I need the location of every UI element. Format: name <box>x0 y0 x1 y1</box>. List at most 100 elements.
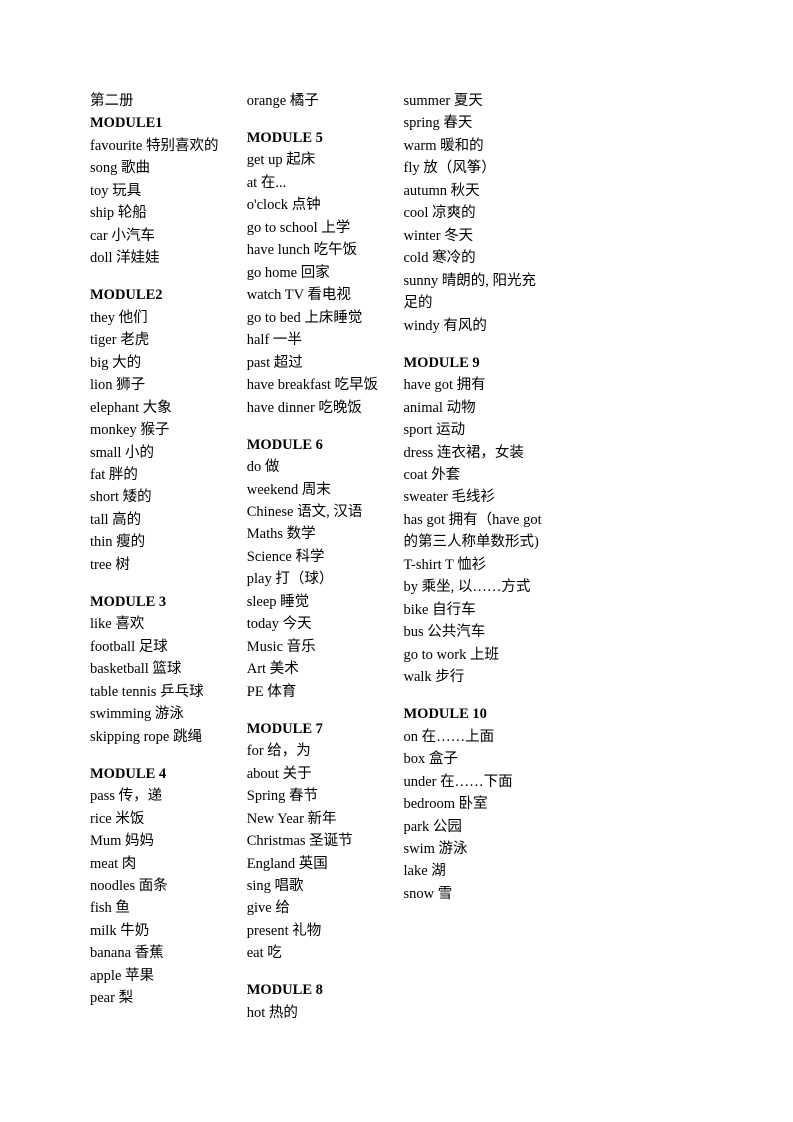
vocab-entry: past 超过 <box>247 352 390 374</box>
vocab-entry: spring 春天 <box>404 112 547 134</box>
vocab-entry: tall 高的 <box>90 509 233 531</box>
vocab-entry: weekend 周末 <box>247 479 390 501</box>
vocab-entry: snow 雪 <box>404 883 547 905</box>
vocab-entry: for 给，为 <box>247 740 390 762</box>
module-heading-10: MODULE 10 <box>404 703 547 725</box>
vocab-entry: cold 寒冷的 <box>404 247 547 269</box>
vocab-entry: go to school 上学 <box>247 217 390 239</box>
module-heading-4: MODULE 4 <box>90 763 233 785</box>
vocab-entry: basketball 篮球 <box>90 658 233 680</box>
vocab-entry: lion 狮子 <box>90 374 233 396</box>
vocab-entry: watch TV 看电视 <box>247 284 390 306</box>
vocab-entry: sport 运动 <box>404 419 547 441</box>
vocab-entry: windy 有风的 <box>404 315 547 337</box>
vocab-entry: table tennis 乒乓球 <box>90 681 233 703</box>
vocab-entry: Maths 数学 <box>247 523 390 545</box>
vocab-entry: Spring 春节 <box>247 785 390 807</box>
vocab-entry: New Year 新年 <box>247 808 390 830</box>
vocab-entry: under 在……下面 <box>404 771 547 793</box>
vocab-entry: big 大的 <box>90 352 233 374</box>
vocab-entry: go to work 上班 <box>404 644 547 666</box>
vocab-entry: sleep 睡觉 <box>247 591 390 613</box>
vocab-entry: song 歌曲 <box>90 157 233 179</box>
vocab-entry: orange 橘子 <box>247 90 390 112</box>
vocab-entry: banana 香蕉 <box>90 942 233 964</box>
vocab-entry: Christmas 圣诞节 <box>247 830 390 852</box>
vocab-entry: they 他们 <box>90 307 233 329</box>
vocab-entry: fish 鱼 <box>90 897 233 919</box>
vocab-entry: swimming 游泳 <box>90 703 233 725</box>
vocab-entry: warm 暖和的 <box>404 135 547 157</box>
module-heading-5: MODULE 5 <box>247 127 390 149</box>
vocab-entry: go home 回家 <box>247 262 390 284</box>
vocab-entry: have got 拥有 <box>404 374 547 396</box>
module-heading-1: MODULE1 <box>90 112 233 134</box>
vocab-entry: Science 科学 <box>247 546 390 568</box>
vocab-entry: about 关于 <box>247 763 390 785</box>
vocab-entry: thin 瘦的 <box>90 531 233 553</box>
vocab-entry: sweater 毛线衫 <box>404 486 547 508</box>
vocab-entry: sing 唱歌 <box>247 875 390 897</box>
vocab-entry: walk 步行 <box>404 666 547 688</box>
vocab-entry: play 打（球） <box>247 568 390 590</box>
vocab-entry: like 喜欢 <box>90 613 233 635</box>
vocab-entry: winter 冬天 <box>404 225 547 247</box>
vocab-entry: pass 传，递 <box>90 785 233 807</box>
vocab-entry: has got 拥有（have got 的第三人称单数形式) <box>404 509 547 554</box>
module-heading-8: MODULE 8 <box>247 979 390 1001</box>
vocab-entry: football 足球 <box>90 636 233 658</box>
vocab-entry: bus 公共汽车 <box>404 621 547 643</box>
vocab-entry: favourite 特别喜欢的 <box>90 135 233 157</box>
vocab-entry: fly 放（风筝） <box>404 157 547 179</box>
vocab-entry: have lunch 吃午饭 <box>247 239 390 261</box>
module-heading-9: MODULE 9 <box>404 352 547 374</box>
module-heading-2: MODULE2 <box>90 284 233 306</box>
vocab-entry: at 在... <box>247 172 390 194</box>
vocab-entry: present 礼物 <box>247 920 390 942</box>
vocab-entry: autumn 秋天 <box>404 180 547 202</box>
vocab-entry: go to bed 上床睡觉 <box>247 307 390 329</box>
vocab-entry: by 乘坐, 以……方式 <box>404 576 547 598</box>
vocab-entry: swim 游泳 <box>404 838 547 860</box>
vocab-entry: monkey 猴子 <box>90 419 233 441</box>
vocab-entry: o'clock 点钟 <box>247 194 390 216</box>
vocab-entry: have breakfast 吃早饭 <box>247 374 390 396</box>
vocab-entry: on 在……上面 <box>404 726 547 748</box>
vocab-entry: sunny 晴朗的, 阳光充足的 <box>404 270 547 315</box>
vocab-entry: dress 连衣裙，女装 <box>404 442 547 464</box>
module-heading-6: MODULE 6 <box>247 434 390 456</box>
vocab-entry: car 小汽车 <box>90 225 233 247</box>
vocab-entry: Art 美术 <box>247 658 390 680</box>
vocab-entry: park 公园 <box>404 816 547 838</box>
vocab-entry: give 给 <box>247 897 390 919</box>
vocab-entry: today 今天 <box>247 613 390 635</box>
vocab-entry: Chinese 语文, 汉语 <box>247 501 390 523</box>
vocab-entry: Music 音乐 <box>247 636 390 658</box>
vocab-entry: England 英国 <box>247 853 390 875</box>
vocab-entry: eat 吃 <box>247 942 390 964</box>
vocab-entry: do 做 <box>247 456 390 478</box>
vocab-entry: PE 体育 <box>247 681 390 703</box>
vocab-entry: doll 洋娃娃 <box>90 247 233 269</box>
vocab-entry: small 小的 <box>90 442 233 464</box>
vocab-entry: half 一半 <box>247 329 390 351</box>
vocab-entry: fat 胖的 <box>90 464 233 486</box>
vocab-entry: lake 湖 <box>404 860 547 882</box>
vocab-entry: milk 牛奶 <box>90 920 233 942</box>
vocab-entry: get up 起床 <box>247 149 390 171</box>
vocab-entry: noodles 面条 <box>90 875 233 897</box>
vocab-entry: apple 苹果 <box>90 965 233 987</box>
vocab-entry: short 矮的 <box>90 486 233 508</box>
vocab-entry: hot 热的 <box>247 1002 390 1024</box>
vocab-entry: bedroom 卧室 <box>404 793 547 815</box>
vocab-entry: bike 自行车 <box>404 599 547 621</box>
vocab-entry: box 盒子 <box>404 748 547 770</box>
vocab-entry: skipping rope 跳绳 <box>90 726 233 748</box>
vocab-entry: tiger 老虎 <box>90 329 233 351</box>
page-title: 第二册 <box>90 90 233 112</box>
vocab-entry: meat 肉 <box>90 853 233 875</box>
vocab-entry: pear 梨 <box>90 987 233 1009</box>
vocab-entry: summer 夏天 <box>404 90 547 112</box>
vocab-entry: ship 轮船 <box>90 202 233 224</box>
module-heading-7: MODULE 7 <box>247 718 390 740</box>
